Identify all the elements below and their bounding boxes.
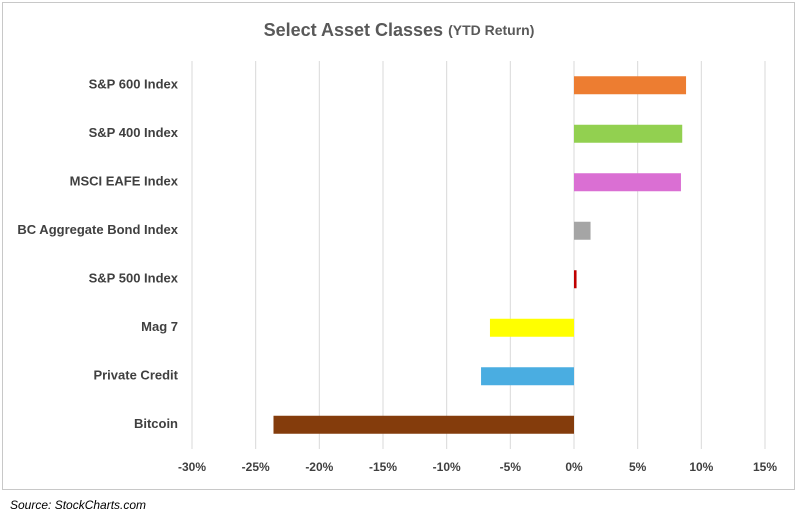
y-tick-label: Private Credit bbox=[93, 368, 178, 383]
y-tick-label: S&P 500 Index bbox=[89, 271, 179, 286]
bar bbox=[574, 173, 681, 192]
x-tick-label: 5% bbox=[629, 460, 647, 474]
source: Source: StockCharts.com bbox=[10, 498, 146, 512]
x-tick-label: 15% bbox=[753, 460, 777, 474]
bar bbox=[574, 124, 683, 143]
y-tick-label: Mag 7 bbox=[141, 319, 178, 334]
y-tick-label: Bitcoin bbox=[134, 416, 178, 431]
bar bbox=[574, 221, 591, 240]
x-tick-label: -15% bbox=[369, 460, 397, 474]
x-tick-label: -30% bbox=[178, 460, 206, 474]
x-tick-label: 0% bbox=[565, 460, 583, 474]
x-tick-label: 10% bbox=[689, 460, 713, 474]
bar bbox=[273, 415, 574, 434]
x-tick-label: -5% bbox=[500, 460, 522, 474]
bar bbox=[574, 76, 687, 95]
chart-title: Select Asset Classes (YTD Return) bbox=[264, 20, 535, 40]
y-tick-label: S&P 400 Index bbox=[89, 125, 179, 140]
y-tick-label: MSCI EAFE Index bbox=[70, 174, 179, 189]
title-sub: (YTD Return) bbox=[448, 22, 534, 38]
title-main: Select Asset Classes bbox=[264, 20, 443, 40]
bar bbox=[489, 318, 574, 337]
bar bbox=[574, 270, 577, 289]
x-tick-label: -25% bbox=[242, 460, 270, 474]
x-tick-label: -10% bbox=[433, 460, 461, 474]
y-tick-label: S&P 600 Index bbox=[89, 77, 179, 92]
x-tick-label: -20% bbox=[305, 460, 333, 474]
bar bbox=[481, 367, 574, 386]
y-tick-label: BC Aggregate Bond Index bbox=[17, 222, 178, 237]
